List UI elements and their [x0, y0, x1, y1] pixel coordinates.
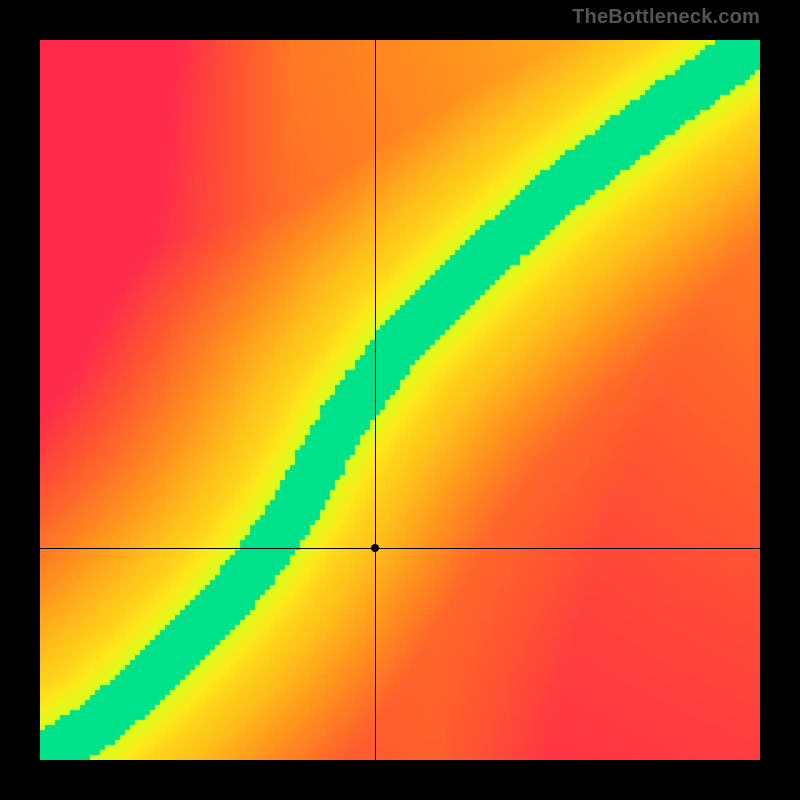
plot-area [40, 40, 760, 760]
chart-frame: TheBottleneck.com [0, 0, 800, 800]
heatmap-canvas [40, 40, 760, 760]
crosshair-vertical [375, 40, 376, 760]
point-marker [371, 544, 379, 552]
watermark-text: TheBottleneck.com [572, 6, 760, 29]
crosshair-horizontal [40, 548, 760, 549]
